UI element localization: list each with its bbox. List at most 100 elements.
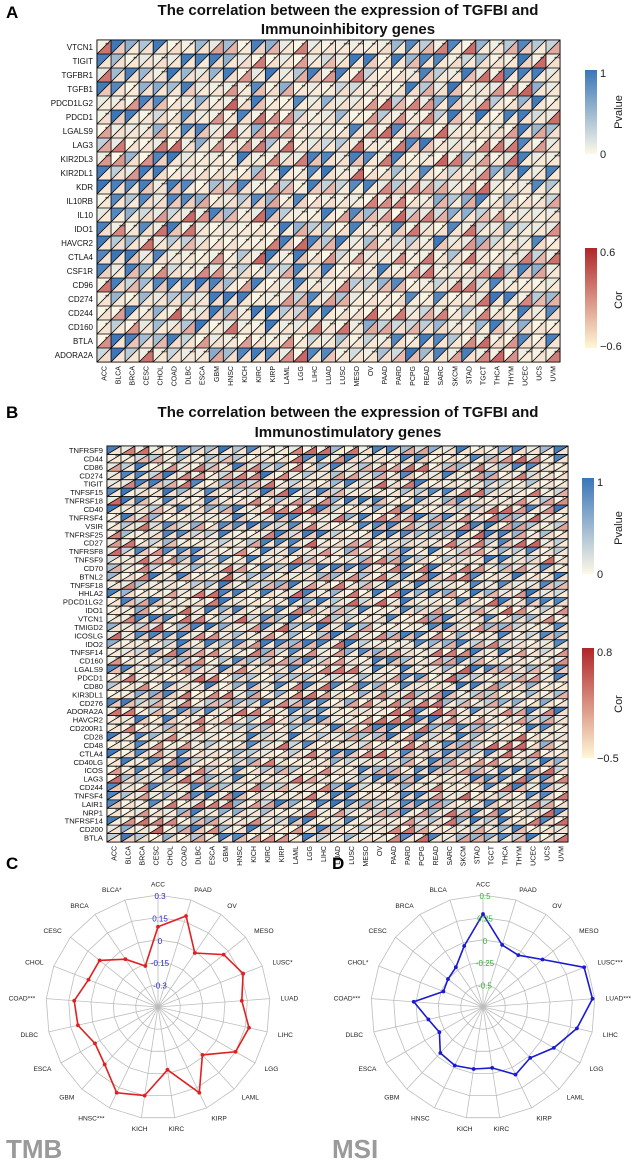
cell-diagonal <box>194 109 210 125</box>
cell-significance: *** <box>311 513 317 519</box>
cell-significance: * <box>330 253 332 259</box>
cell-significance: *** <box>217 253 223 259</box>
cell-significance: *** <box>259 141 265 147</box>
cell-diagonal <box>138 95 154 111</box>
cell-significance: ** <box>554 99 558 105</box>
cell-diagonal <box>138 67 154 83</box>
cell-diagonal <box>363 109 378 125</box>
cell-diagonal <box>138 53 154 69</box>
cell-significance: * <box>548 547 550 553</box>
cell-significance: ** <box>478 497 482 503</box>
cell-significance: *** <box>484 351 490 357</box>
legend-a-cor-max: 0.6 <box>600 247 615 259</box>
cell-significance: *** <box>492 581 498 587</box>
cell-diagonal <box>279 165 294 181</box>
cell-diagonal <box>96 109 112 125</box>
cell-significance: ** <box>259 267 263 273</box>
column-label: COAD <box>172 366 179 386</box>
cell-significance: * <box>311 615 313 621</box>
cell-diagonal <box>138 81 154 97</box>
cell-significance: * <box>394 589 396 595</box>
cell-significance: *** <box>548 539 554 545</box>
cell-diagonal <box>251 123 266 139</box>
cell-diagonal <box>279 39 294 55</box>
cell-diagonal <box>208 67 224 83</box>
cell-significance: ** <box>157 488 161 494</box>
cell-significance: * <box>147 141 149 147</box>
cell-significance: ** <box>548 522 552 528</box>
cell-significance: ** <box>311 463 315 469</box>
cell-diagonal <box>461 165 477 181</box>
row-label: TIGIT <box>73 57 94 66</box>
cell-diagonal <box>377 53 392 69</box>
cell-diagonal <box>194 137 210 153</box>
cell-diagonal <box>96 123 112 139</box>
cell-significance: ** <box>484 309 488 315</box>
cell-significance: ** <box>381 556 385 562</box>
cell-significance: ** <box>259 323 263 329</box>
cell-diagonal <box>517 151 533 167</box>
cell-significance: *** <box>450 572 456 578</box>
column-label: KICH <box>242 366 249 383</box>
cell-significance: *** <box>526 183 532 189</box>
cell-diagonal <box>447 53 463 69</box>
cell-diagonal <box>180 179 196 195</box>
cell-significance: * <box>199 539 201 545</box>
cell-significance: * <box>548 480 550 486</box>
cell-significance: * <box>358 71 360 77</box>
cell-significance: * <box>386 295 388 301</box>
cell-diagonal <box>461 53 477 69</box>
cell-significance: ** <box>394 471 398 477</box>
cell-significance: * <box>288 99 290 105</box>
cell-significance: *** <box>245 323 251 329</box>
cell-significance: * <box>456 295 458 301</box>
cell-significance: ** <box>394 513 398 519</box>
cell-significance: ** <box>105 295 109 301</box>
cell-significance: * <box>283 471 285 477</box>
cell-significance: * <box>498 253 500 259</box>
cell-diagonal <box>377 165 392 181</box>
cell-significance: * <box>213 480 215 486</box>
cell-significance: ** <box>316 253 320 259</box>
cell-significance: ** <box>450 539 454 545</box>
cell-diagonal <box>180 165 196 181</box>
cell-significance: ** <box>245 211 249 217</box>
panel-a-title-line1: The correlation between the expression o… <box>158 2 539 19</box>
cell-significance: ** <box>386 239 390 245</box>
cell-significance: *** <box>358 141 364 147</box>
cell-significance: * <box>520 454 522 460</box>
cell-significance: *** <box>269 454 275 460</box>
cell-significance: ** <box>450 454 454 460</box>
cell-diagonal <box>503 123 519 139</box>
cell-significance: *** <box>325 581 331 587</box>
cell-diagonal <box>447 137 463 153</box>
cell-significance: * <box>302 57 304 63</box>
cell-significance: * <box>269 598 271 604</box>
cell-significance: *** <box>171 572 177 578</box>
cell-diagonal <box>447 81 463 97</box>
cell-diagonal <box>293 95 308 111</box>
cell-diagonal <box>152 165 168 181</box>
cell-significance: ** <box>105 43 109 49</box>
cell-significance: ** <box>414 253 418 259</box>
cell-significance: ** <box>478 513 482 519</box>
column-label: UCS <box>536 366 543 381</box>
cell-diagonal <box>208 39 224 55</box>
cell-significance: ** <box>330 85 334 91</box>
panel-a: A The correlation between the expression… <box>6 2 625 387</box>
cell-significance: ** <box>283 454 287 460</box>
cell-diagonal <box>531 95 547 111</box>
cell-significance: *** <box>241 581 247 587</box>
cell-significance: *** <box>492 547 498 553</box>
column-label: HNSC <box>228 366 235 386</box>
cell-diagonal <box>138 179 154 195</box>
cell-diagonal <box>166 151 182 167</box>
cell-diagonal <box>124 67 140 83</box>
cell-diagonal <box>251 95 266 111</box>
cell-significance: * <box>133 85 135 91</box>
cell-significance: *** <box>185 606 191 612</box>
cell-significance: ** <box>464 572 468 578</box>
cell-diagonal <box>433 95 449 111</box>
cell-significance: ** <box>498 267 502 273</box>
cell-significance: ** <box>428 253 432 259</box>
